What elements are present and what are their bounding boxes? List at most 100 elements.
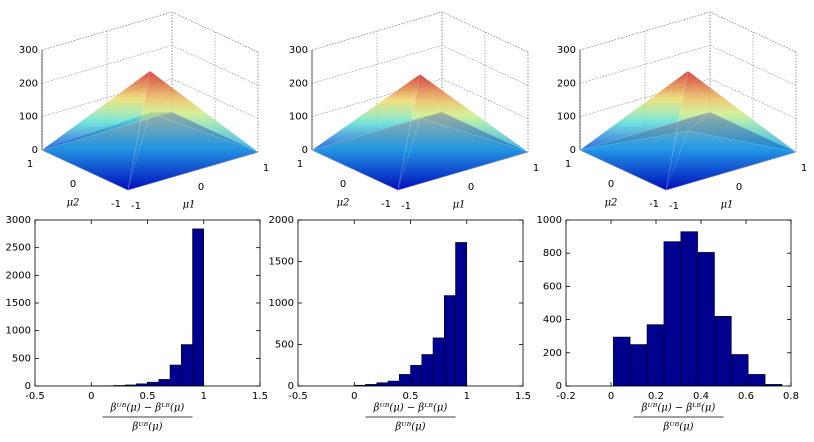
- bar: [697, 252, 715, 387]
- y-tick-label: 500: [275, 340, 294, 351]
- z-tick-label: 0: [32, 145, 38, 156]
- y-tick-label: 0: [70, 179, 76, 190]
- y-tick-label: 1000: [537, 215, 562, 226]
- y-tick-label: 1500: [6, 298, 31, 309]
- y-axis-label: μ2: [337, 198, 350, 209]
- y-tick-label: 400: [543, 315, 562, 326]
- x-tick-label: 0: [198, 182, 204, 193]
- z-tick-label: 200: [289, 78, 308, 89]
- grid-line: [171, 11, 259, 53]
- y-tick-label: 2500: [6, 243, 31, 254]
- axes-box: [34, 219, 261, 387]
- y-tick-label: 0: [340, 179, 346, 190]
- bar: [147, 381, 159, 387]
- bar: [455, 242, 467, 387]
- x-tick-label: -0.2: [556, 391, 576, 402]
- bar: [399, 374, 411, 387]
- y-tick-label: 200: [543, 348, 562, 359]
- x-tick-label: 0.2: [648, 391, 664, 402]
- surface-face: [665, 70, 797, 191]
- bar: [421, 354, 434, 387]
- y-tick-label: -1: [649, 199, 659, 210]
- y-tick-label: 2000: [6, 270, 31, 281]
- x-tick-label: 0.8: [783, 391, 799, 402]
- y-axis-label: μ2: [67, 198, 80, 209]
- x-axis-label: μ1: [183, 200, 196, 211]
- z-tick-label: 0: [570, 145, 576, 156]
- x-tick-label: 1: [801, 163, 807, 174]
- y-tick-label: 600: [543, 281, 562, 292]
- bar: [387, 380, 400, 387]
- grid-line: [171, 45, 259, 86]
- x-tick-label: 0.5: [403, 391, 419, 402]
- bar: [748, 374, 766, 387]
- z-tick-label: 100: [19, 112, 38, 123]
- z-tick-label: 200: [19, 78, 38, 89]
- z-tick-label: 200: [557, 78, 576, 89]
- grid-line: [709, 78, 797, 119]
- y-axis-label: μ2: [605, 198, 618, 209]
- y-tick-label: 1500: [269, 257, 294, 268]
- grid-line: [709, 45, 797, 86]
- x-tick-label: 1: [201, 391, 207, 402]
- x-tick-label: 0: [608, 391, 614, 402]
- x-tick-label: 1.5: [515, 391, 531, 402]
- x-tick-label: 1: [464, 391, 470, 402]
- bar: [629, 344, 648, 387]
- x-tick-label: 0: [736, 182, 742, 193]
- y-tick-label: 1000: [269, 298, 294, 309]
- bar: [444, 295, 456, 387]
- x-tick-label: -1: [401, 201, 411, 212]
- bar: [714, 316, 732, 387]
- x-tick-label: -1: [669, 201, 679, 212]
- x-label-denominator: βᵁᴮ(μ): [394, 422, 425, 433]
- y-tick-label: 800: [543, 248, 562, 259]
- x-tick-label: 1: [533, 163, 539, 174]
- x-axis-label: μ1: [721, 200, 734, 211]
- x-label-numerator: βᵁᴮ(μ) − βᴸᴮ(μ): [110, 403, 185, 414]
- bar: [169, 364, 182, 387]
- x-label-denominator: βᵁᴮ(μ): [131, 422, 162, 433]
- y-tick-label: 1: [297, 159, 303, 170]
- bar: [646, 324, 665, 387]
- z-tick-label: 0: [302, 145, 308, 156]
- surface-face: [127, 70, 259, 191]
- bar: [613, 336, 631, 387]
- x-tick-label: 0.6: [738, 391, 754, 402]
- bar: [158, 379, 171, 387]
- surface-face: [397, 73, 529, 191]
- y-tick-label: 1: [565, 159, 571, 170]
- x-tick-label: 0.5: [140, 391, 156, 402]
- bar: [680, 231, 698, 387]
- bar: [432, 337, 445, 387]
- y-tick-label: 1: [27, 159, 33, 170]
- axes-box: [297, 219, 524, 387]
- bar: [731, 354, 749, 387]
- x-tick-label: 0: [468, 182, 474, 193]
- x-tick-label: 0: [88, 391, 94, 402]
- z-tick-label: 100: [289, 112, 308, 123]
- z-tick-label: 100: [557, 112, 576, 123]
- y-tick-label: -1: [111, 199, 121, 210]
- x-axis-label: μ1: [453, 200, 466, 211]
- y-tick-label: 500: [12, 353, 31, 364]
- x-label-numerator: βᵁᴮ(μ) − βᴸᴮ(μ): [373, 403, 448, 414]
- bar: [181, 344, 193, 387]
- x-tick-label: 1: [263, 163, 269, 174]
- y-tick-label: 3000: [6, 215, 31, 226]
- z-tick-label: 300: [557, 45, 576, 56]
- axes-box: [565, 219, 792, 387]
- grid-line: [709, 11, 797, 53]
- x-tick-label: -1: [131, 201, 141, 212]
- x-tick-label: -0.5: [25, 391, 45, 402]
- z-tick-label: 300: [19, 45, 38, 56]
- x-label-denominator: βᵁᴮ(μ): [662, 422, 693, 433]
- x-tick-label: 0: [351, 391, 357, 402]
- bar: [376, 382, 389, 387]
- y-tick-label: -1: [381, 199, 391, 210]
- grid-line: [441, 78, 529, 119]
- y-tick-label: 0: [25, 381, 31, 392]
- y-tick-label: 0: [556, 381, 562, 392]
- x-tick-label: -0.5: [288, 391, 308, 402]
